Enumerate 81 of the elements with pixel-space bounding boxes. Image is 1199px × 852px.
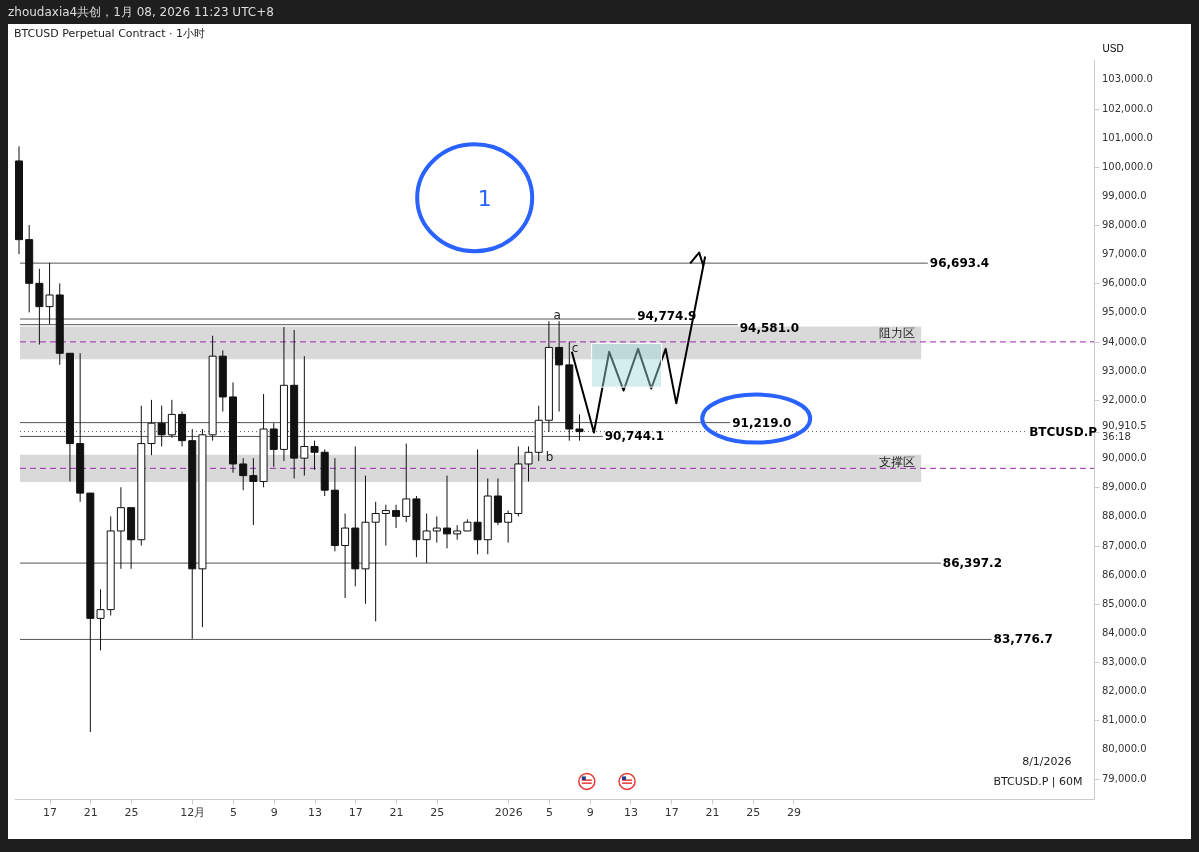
x-tick-label: 17 [43, 805, 58, 819]
band-label: 支撑区 [879, 454, 916, 469]
y-tick-label: 101,000.0 [1102, 131, 1153, 143]
x-tick-label: 17 [664, 805, 679, 819]
x-tick-label: 12月 [180, 805, 206, 819]
candlestick [432, 515, 441, 544]
annotation: a [553, 308, 561, 323]
x-tick-label: 25 [430, 805, 445, 819]
candlestick [392, 504, 401, 529]
y-axis-title: USD [1102, 42, 1124, 54]
x-tick-label: 25 [746, 805, 761, 819]
y-tick-label: 89,000.0 [1102, 481, 1147, 493]
x-tick-label: 21 [389, 805, 404, 819]
band-label: 阻力区 [879, 326, 916, 341]
x-tick-label: 2026 [494, 805, 523, 819]
y-tick-label: 81,000.0 [1102, 714, 1147, 726]
y-tick-label: 79,000.0 [1102, 772, 1147, 784]
ref-line-label: 86,397.2 [942, 556, 1003, 571]
candlestick [116, 486, 125, 570]
x-tick-label: 21 [83, 805, 98, 819]
y-tick-label: 100,000.0 [1102, 160, 1153, 172]
ref-line-label: BTCUSD.P [1029, 424, 1098, 439]
y-tick-label: 99,000.0 [1102, 189, 1147, 201]
candlestick [239, 457, 248, 491]
y-tick-label: 85,000.0 [1102, 597, 1147, 609]
y-tick-label: 92,000.0 [1102, 393, 1147, 405]
candlestick [381, 504, 390, 547]
y-tick-label: 90,000.0 [1102, 452, 1147, 464]
x-tick-label: 9 [586, 805, 594, 819]
candlestick [167, 399, 176, 439]
y-tick-label: 86,000.0 [1102, 568, 1147, 580]
ref-line-label: 90,744.1 [604, 429, 664, 444]
x-tick-label: 13 [308, 805, 323, 819]
y-tick-label: 103,000.0 [1102, 73, 1153, 85]
y-tick-label: 87,000.0 [1102, 539, 1147, 551]
y-tick-label: 97,000.0 [1102, 248, 1147, 260]
y-tick-label: 93,000.0 [1102, 364, 1147, 376]
x-tick-label: 25 [124, 805, 139, 819]
candlestick [147, 399, 156, 456]
candlestick [157, 405, 166, 447]
y-tick-label: 82,000.0 [1102, 685, 1147, 697]
ref-line-label: 96,693.4 [929, 256, 990, 271]
candlestick [402, 443, 411, 523]
y-tick-label: 80,000.0 [1102, 743, 1147, 755]
x-tick-label: 5 [545, 805, 553, 819]
x-tick-label: 9 [270, 805, 278, 819]
y-tick-label: 96,000.0 [1102, 277, 1147, 289]
x-tick-label: 13 [623, 805, 638, 819]
ref-line-label: 83,776.7 [993, 632, 1053, 647]
x-tick-label: 21 [705, 805, 720, 819]
x-tick-label: 5 [230, 805, 237, 819]
ref-line-label: 91,219.0 [732, 415, 792, 430]
y-tick-label: 95,000.0 [1102, 306, 1147, 318]
candlestick [341, 512, 350, 599]
candlestick [269, 422, 278, 468]
candlestick [575, 413, 584, 442]
y-tick-label: 102,000.0 [1102, 102, 1153, 114]
x-tick-label: 29 [786, 805, 801, 819]
y-tick-label: 94,000.0 [1102, 335, 1147, 347]
y-tick-label: 83,000.0 [1102, 656, 1147, 668]
candlestick [310, 440, 319, 471]
annotation: b [545, 450, 554, 465]
annotation: 8/1/2026 [1022, 755, 1072, 769]
candlestick [96, 588, 105, 651]
annotation: 1 [477, 185, 492, 211]
y-tick-label: 88,000.0 [1102, 510, 1147, 522]
y-tick-label: 84,000.0 [1102, 626, 1147, 638]
candlestick [504, 510, 513, 544]
chart-subtitle: zhoudaxia4共创，1月 08, 2026 11:23 UTC+8 [7, 4, 275, 21]
candlestick [524, 445, 533, 482]
ref-line-label: 94,581.0 [739, 320, 799, 335]
y-tick-label: 98,000.0 [1102, 219, 1147, 231]
chart-title: BTCUSD Perpetual Contract · 1小时 [14, 27, 205, 40]
x-tick-label: 17 [348, 805, 363, 819]
y-tick-label: 90,910.5 36:18 [1102, 420, 1147, 443]
candlestick [300, 355, 309, 477]
annotation: c [571, 341, 579, 356]
candlestick [555, 320, 564, 413]
candlestick [443, 475, 451, 549]
candlestick [371, 501, 380, 622]
annotation: BTCUSD.P | 60M [993, 774, 1083, 788]
